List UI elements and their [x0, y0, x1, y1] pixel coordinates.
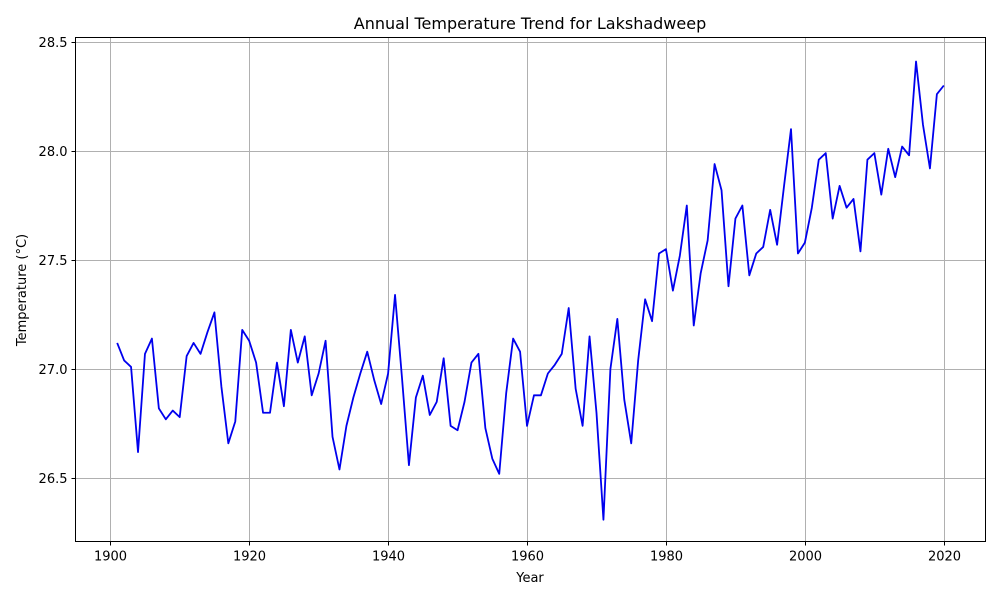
x-gridlines — [110, 37, 945, 542]
chart-title: Annual Temperature Trend for Lakshadweep — [354, 14, 706, 33]
y-tick-label: 27.5 — [39, 254, 68, 269]
x-tick-label: 2020 — [928, 550, 961, 565]
x-tick-label: 1900 — [94, 550, 127, 565]
y-axis-ticks: 26.5 27.0 27.5 28.0 28.5 — [39, 36, 76, 487]
x-tick-label: 1960 — [511, 550, 544, 565]
y-tick-label: 28.0 — [39, 145, 68, 160]
x-tick-label: 1920 — [233, 550, 266, 565]
x-axis-ticks: 1900 1920 1940 1960 1980 2000 2020 — [94, 541, 961, 565]
y-gridlines — [75, 42, 986, 479]
x-tick-label: 2000 — [789, 550, 822, 565]
y-tick-label: 28.5 — [39, 36, 68, 51]
x-axis-title: Year — [515, 571, 544, 586]
y-tick-label: 27.0 — [39, 363, 68, 378]
x-tick-label: 1980 — [650, 550, 683, 565]
x-tick-label: 1940 — [372, 550, 405, 565]
y-axis-title: Temperature (°C) — [15, 234, 30, 347]
temperature-line — [116, 60, 945, 521]
plot-frame — [75, 37, 986, 542]
y-tick-label: 26.5 — [39, 472, 68, 487]
